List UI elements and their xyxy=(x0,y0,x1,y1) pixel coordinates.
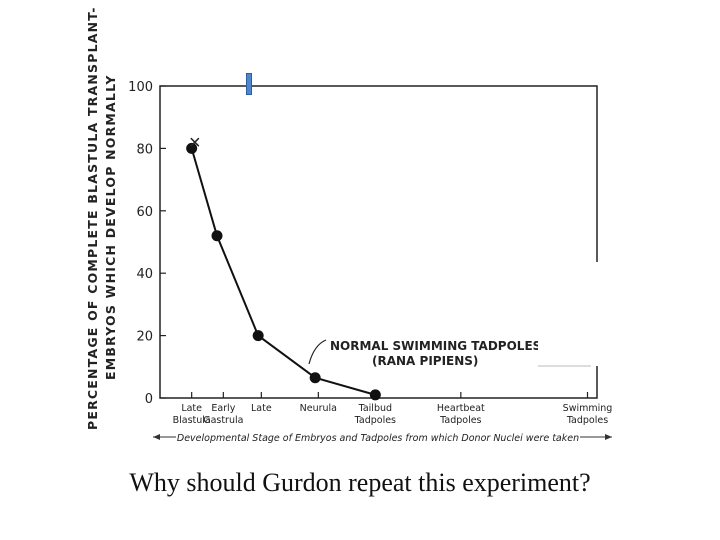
x-tick-label: Late xyxy=(251,403,272,414)
y-axis: 0 20 40 60 80 100 xyxy=(128,80,166,407)
y-axis-label-line1: PERCENTAGE OF COMPLETE BLASTULA TRANSPLA… xyxy=(85,6,100,430)
white-overlay-box xyxy=(538,262,598,366)
x-tick-label: Neurula xyxy=(300,403,337,414)
data-point xyxy=(186,142,198,154)
y-tick-label: 80 xyxy=(136,142,153,157)
y-tick-label: 0 xyxy=(145,392,153,407)
slide-caption: Why should Gurdon repeat this experiment… xyxy=(129,468,591,497)
y-axis-label-line2: EMBRYOS WHICH DEVELOP NORMALLY xyxy=(103,74,118,380)
x-tick-label: Tailbud xyxy=(358,403,392,414)
x-tick-label-line2: Tadpoles xyxy=(354,415,396,426)
series-annotation: NORMAL SWIMMING TADPOLES (RANA PIPIENS) xyxy=(308,339,541,368)
x-tick-label-line2: Gastrula xyxy=(203,415,243,426)
x-tick-label-line2: Tadpoles xyxy=(439,415,481,426)
y-tick-label: 40 xyxy=(136,267,153,282)
x-tick-label: Early xyxy=(211,403,235,414)
data-point xyxy=(211,230,223,242)
series-line xyxy=(190,148,376,396)
x-tick-label-line2: Tadpoles xyxy=(566,415,608,426)
x-marker xyxy=(190,137,200,147)
data-point xyxy=(309,372,321,384)
x-axis-label: Developmental Stage of Embryos and Tadpo… xyxy=(153,430,612,444)
blue-marker-tab xyxy=(246,73,252,95)
x-tick-label-line2: Blastula xyxy=(173,415,211,426)
x-tick-label: Swimming xyxy=(563,403,613,414)
annotation-line2: (RANA PIPIENS) xyxy=(372,354,478,368)
x-axis-label-text: Developmental Stage of Embryos and Tadpo… xyxy=(177,433,579,444)
y-tick-label: 60 xyxy=(136,205,153,220)
y-tick-label: 20 xyxy=(136,330,153,345)
data-point xyxy=(369,389,381,401)
data-point xyxy=(252,330,264,342)
x-tick-label: Late xyxy=(181,403,202,414)
x-marker-stroke xyxy=(190,137,200,147)
y-tick-label: 100 xyxy=(128,80,153,95)
annotation-line1: NORMAL SWIMMING TADPOLES xyxy=(330,339,541,353)
x-tick-label: Heartbeat xyxy=(437,403,485,414)
